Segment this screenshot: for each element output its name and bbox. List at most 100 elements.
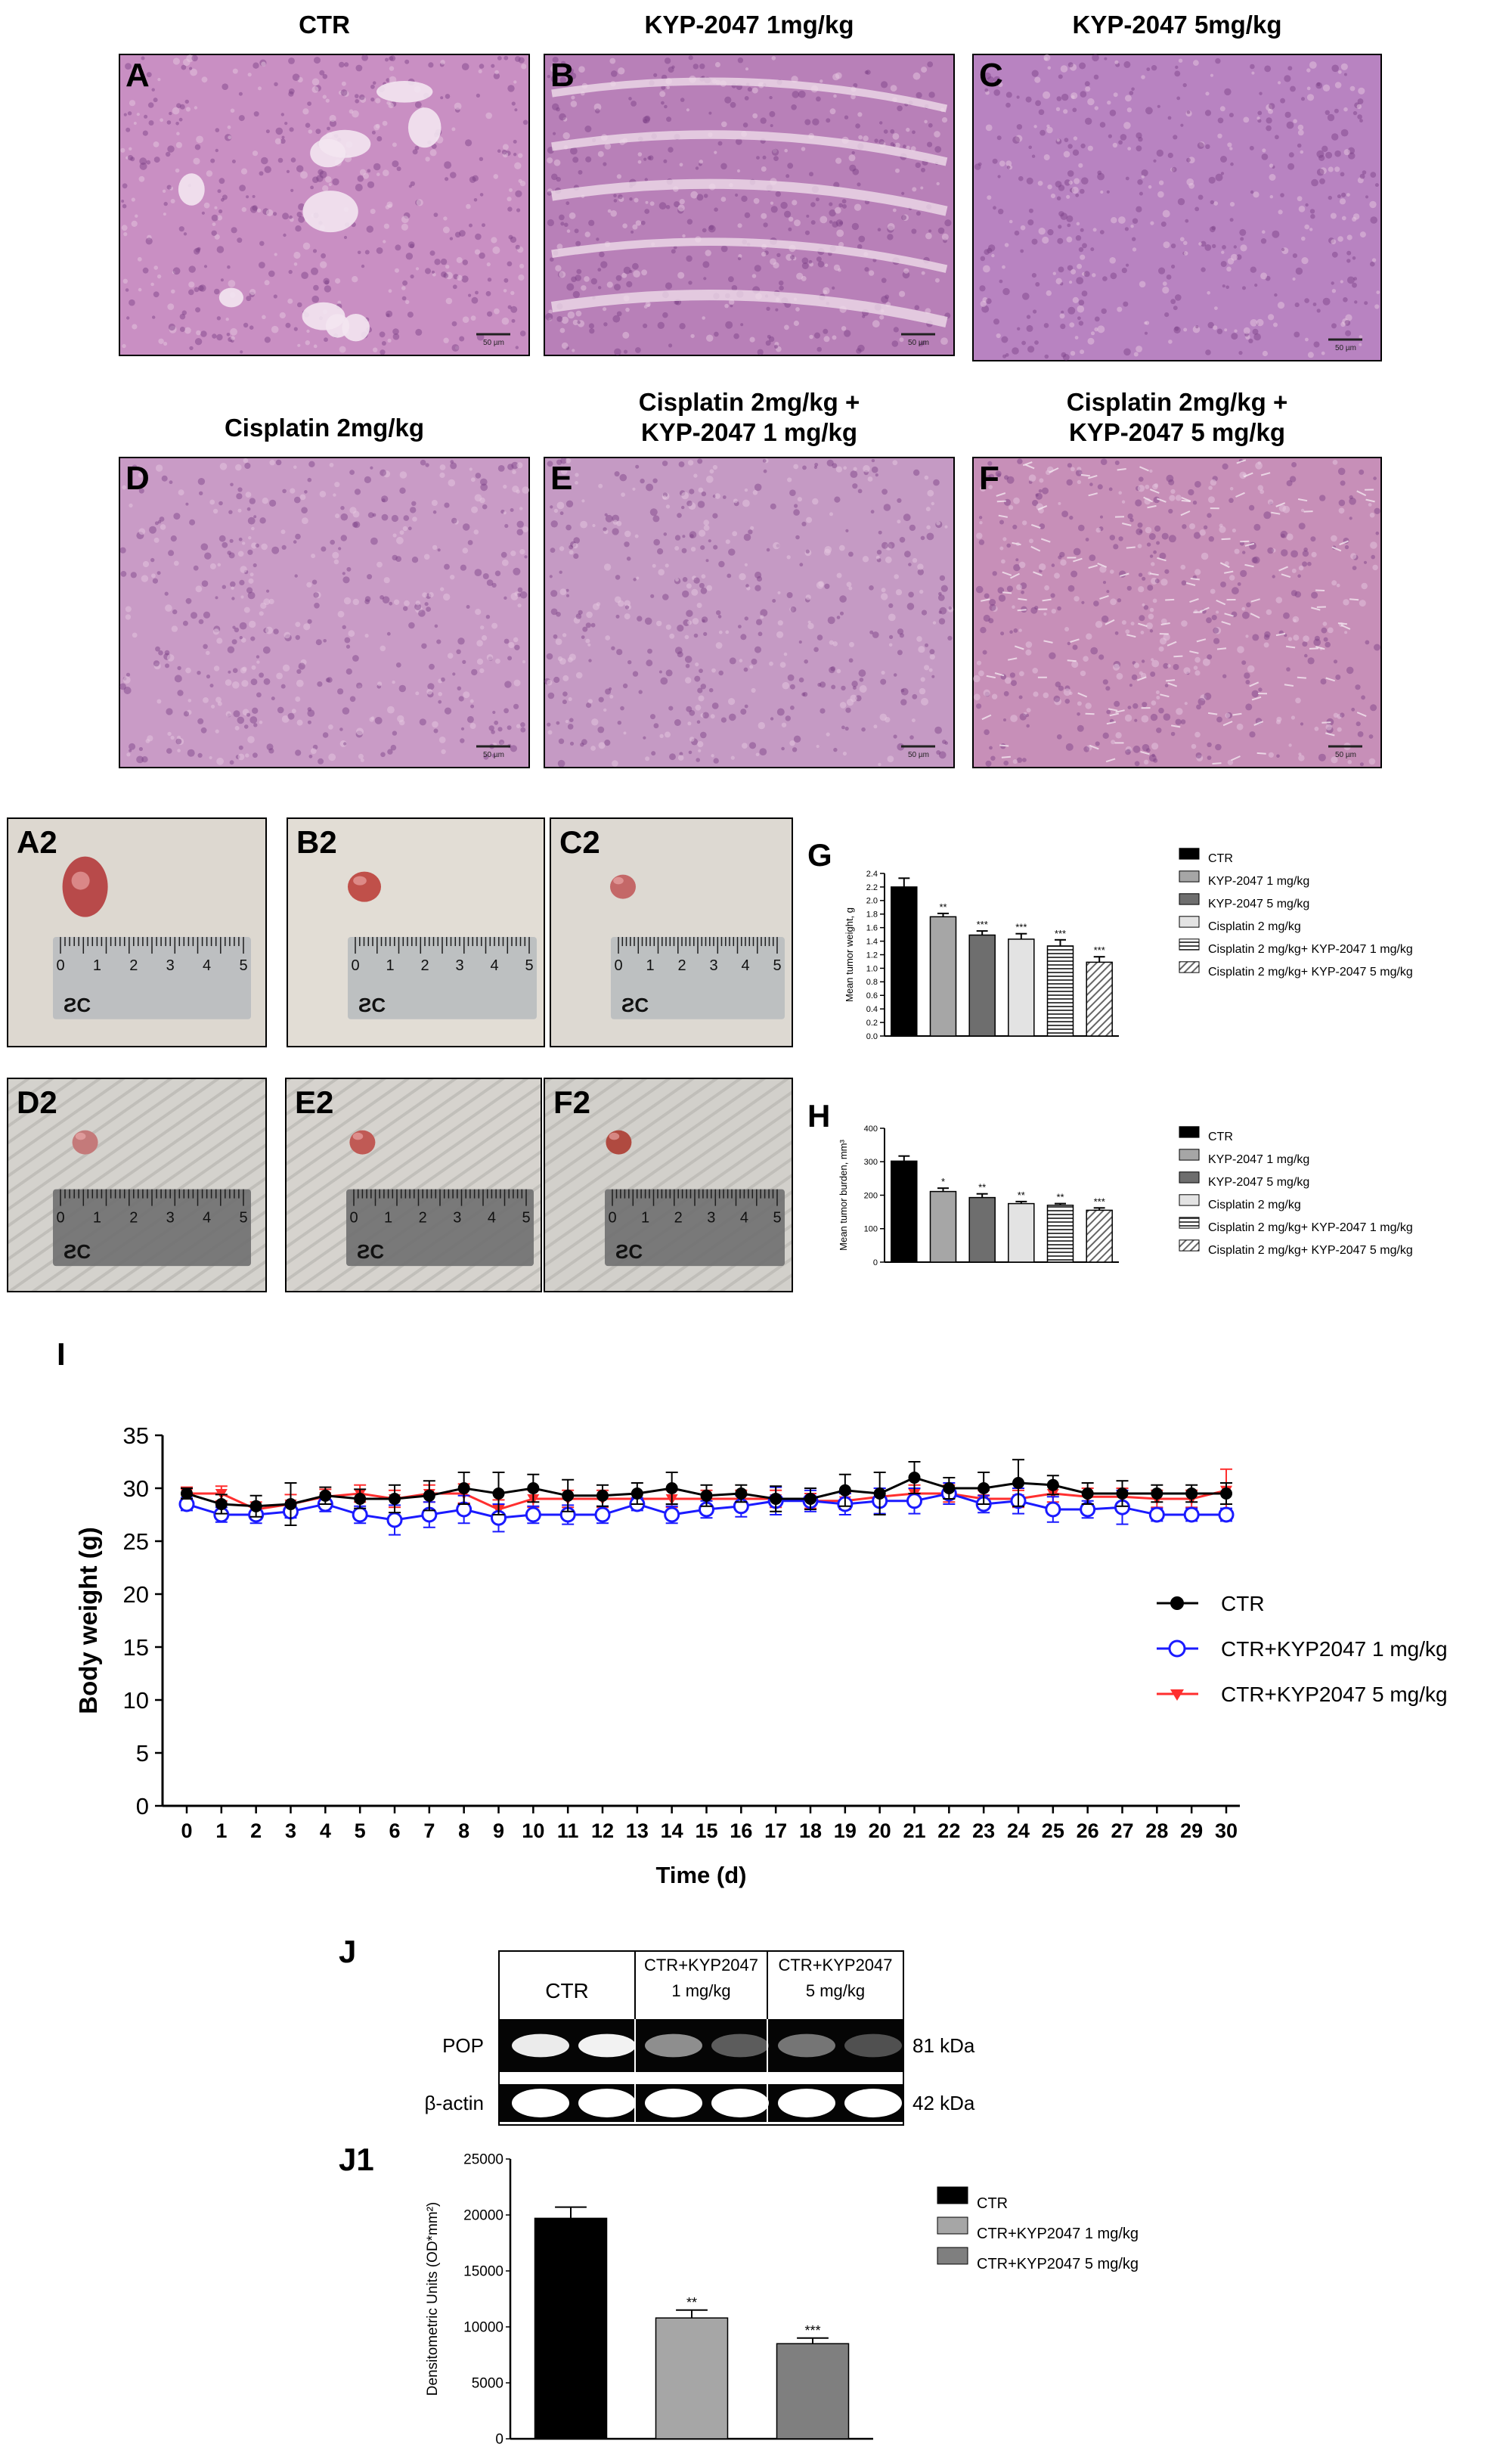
data-point [525,1506,541,1523]
data-point [1045,1501,1061,1518]
significance-label: ** [978,1182,986,1193]
legend-label: CTR [977,2195,1008,2212]
ruler-number: 1 [386,957,394,974]
bar [1086,961,1113,1037]
x-tick-label: 9 [493,1819,504,1842]
y-tick-label: 2.4 [866,870,878,879]
ruler-number: 5 [239,1210,247,1227]
data-point [389,1493,401,1505]
panel-letter: D2 [17,1084,57,1120]
panel-letter: D [125,460,150,497]
x-tick-label: 23 [972,1819,995,1842]
x-tick-label: 30 [1215,1819,1238,1842]
y-tick-label: 15000 [463,2264,503,2280]
y-tick-label: 30 [123,1475,149,1502]
x-tick-label: 26 [1077,1819,1099,1842]
tissue-texture [545,55,952,356]
bar [776,2343,850,2440]
tumor-tissue [610,874,636,899]
data-point [665,1482,678,1494]
legend-swatch [1179,893,1200,905]
ruler-number: 1 [93,957,101,974]
y-tick-label: 10000 [463,2320,503,2336]
significance-label: *** [804,2323,820,2338]
kda-label: 81 kDa [912,2034,975,2057]
ruler-number: 0 [56,1210,64,1227]
histology-panel: Cisplatin 2mg/kg D 50 µm [119,414,530,768]
ruler-number: 5 [773,957,781,974]
tumor-photo: 0 1 2 3 4 5 ƧC E2 [285,1078,542,1292]
tissue-highlight [613,876,624,885]
significance-label: *** [977,919,988,930]
data-point [181,1487,193,1500]
panel-letter: B [550,57,575,94]
tumor-tissue [72,1130,98,1155]
legend-marker [1170,1689,1184,1701]
significance-label: *** [1094,1196,1105,1207]
ruler-number: 4 [203,957,211,974]
blot-band [645,2089,702,2117]
tumor-tissue [349,1130,376,1155]
ruler [605,1189,785,1267]
ruler [348,937,537,1019]
panel-letter: A2 [17,824,57,860]
ruler-marking: ƧC [615,1240,643,1263]
x-tick-label: 15 [695,1819,717,1842]
data-point [354,1493,367,1505]
histology-image [119,457,530,768]
panel-letter: H [807,1098,830,1134]
charts-section: G 0.0 0.2 0.4 0.6 0.8 1.0 1.2 1.4 1.6 1.8 2.0 2.2 2.4… [57,837,1448,2448]
blot-group-label: CTR [545,1979,589,2002]
x-tick-label: 18 [799,1819,822,1842]
histology-title: KYP-2047 5mg/kg [1073,11,1282,39]
x-tick-label: 28 [1145,1819,1168,1842]
legend-swatch [1179,1126,1200,1138]
data-point [1220,1487,1232,1500]
x-tick-label: 3 [285,1819,296,1842]
panel-letter: B2 [296,824,337,860]
blot-row-label: β-actin [424,2092,484,2114]
data-point [562,1489,575,1502]
data-point [249,1500,262,1512]
tissue-highlight [353,876,367,886]
ruler [53,1189,251,1267]
x-tick-label: 1 [215,1819,227,1842]
legend-label: CTR+KYP2047 5 mg/kg [1221,1683,1448,1706]
x-axis-label: Time (d) [656,1862,747,1888]
blot-band [512,2089,569,2117]
ruler-number: 4 [490,957,498,974]
tumor-photo: 0 1 2 3 4 5 ƧC B2 [287,817,545,1047]
data-point [1046,1478,1059,1491]
legend-label: KYP-2047 1 mg/kg [1208,875,1309,888]
ruler-number: 1 [646,957,654,974]
data-point [352,1506,368,1523]
ruler-number: 3 [707,1210,715,1227]
ruler-number: 5 [522,1210,530,1227]
ruler-number: 2 [677,957,686,974]
histology-panel: KYP-2047 1mg/kg B 50 µm [544,11,955,356]
legend-label: Cisplatin 2 mg/kg [1208,920,1301,933]
histology-image [972,54,1382,361]
blot-band [645,2033,702,2058]
tissue-highlight [352,1132,364,1140]
x-tick-label: 6 [389,1819,400,1842]
x-tick-label: 19 [834,1819,857,1842]
data-point [770,1493,782,1505]
y-tick-label: 0.4 [866,1005,878,1014]
data-point [1081,1487,1094,1500]
bar [1046,945,1074,1037]
data-point [664,1506,680,1523]
data-point [873,1487,886,1500]
tumor-tissue [606,1130,632,1155]
data-point [1148,1506,1165,1523]
y-tick-label: 0 [873,1258,878,1267]
data-point [596,1489,609,1502]
x-tick-label: 27 [1111,1819,1133,1842]
bar [929,916,957,1037]
tumor-tissue [348,871,381,902]
legend-swatch [937,2247,968,2265]
legend-label: CTR [1208,1131,1233,1143]
data-point [215,1498,228,1510]
blot-group-label: CTR+KYP2047 [644,1956,758,1974]
